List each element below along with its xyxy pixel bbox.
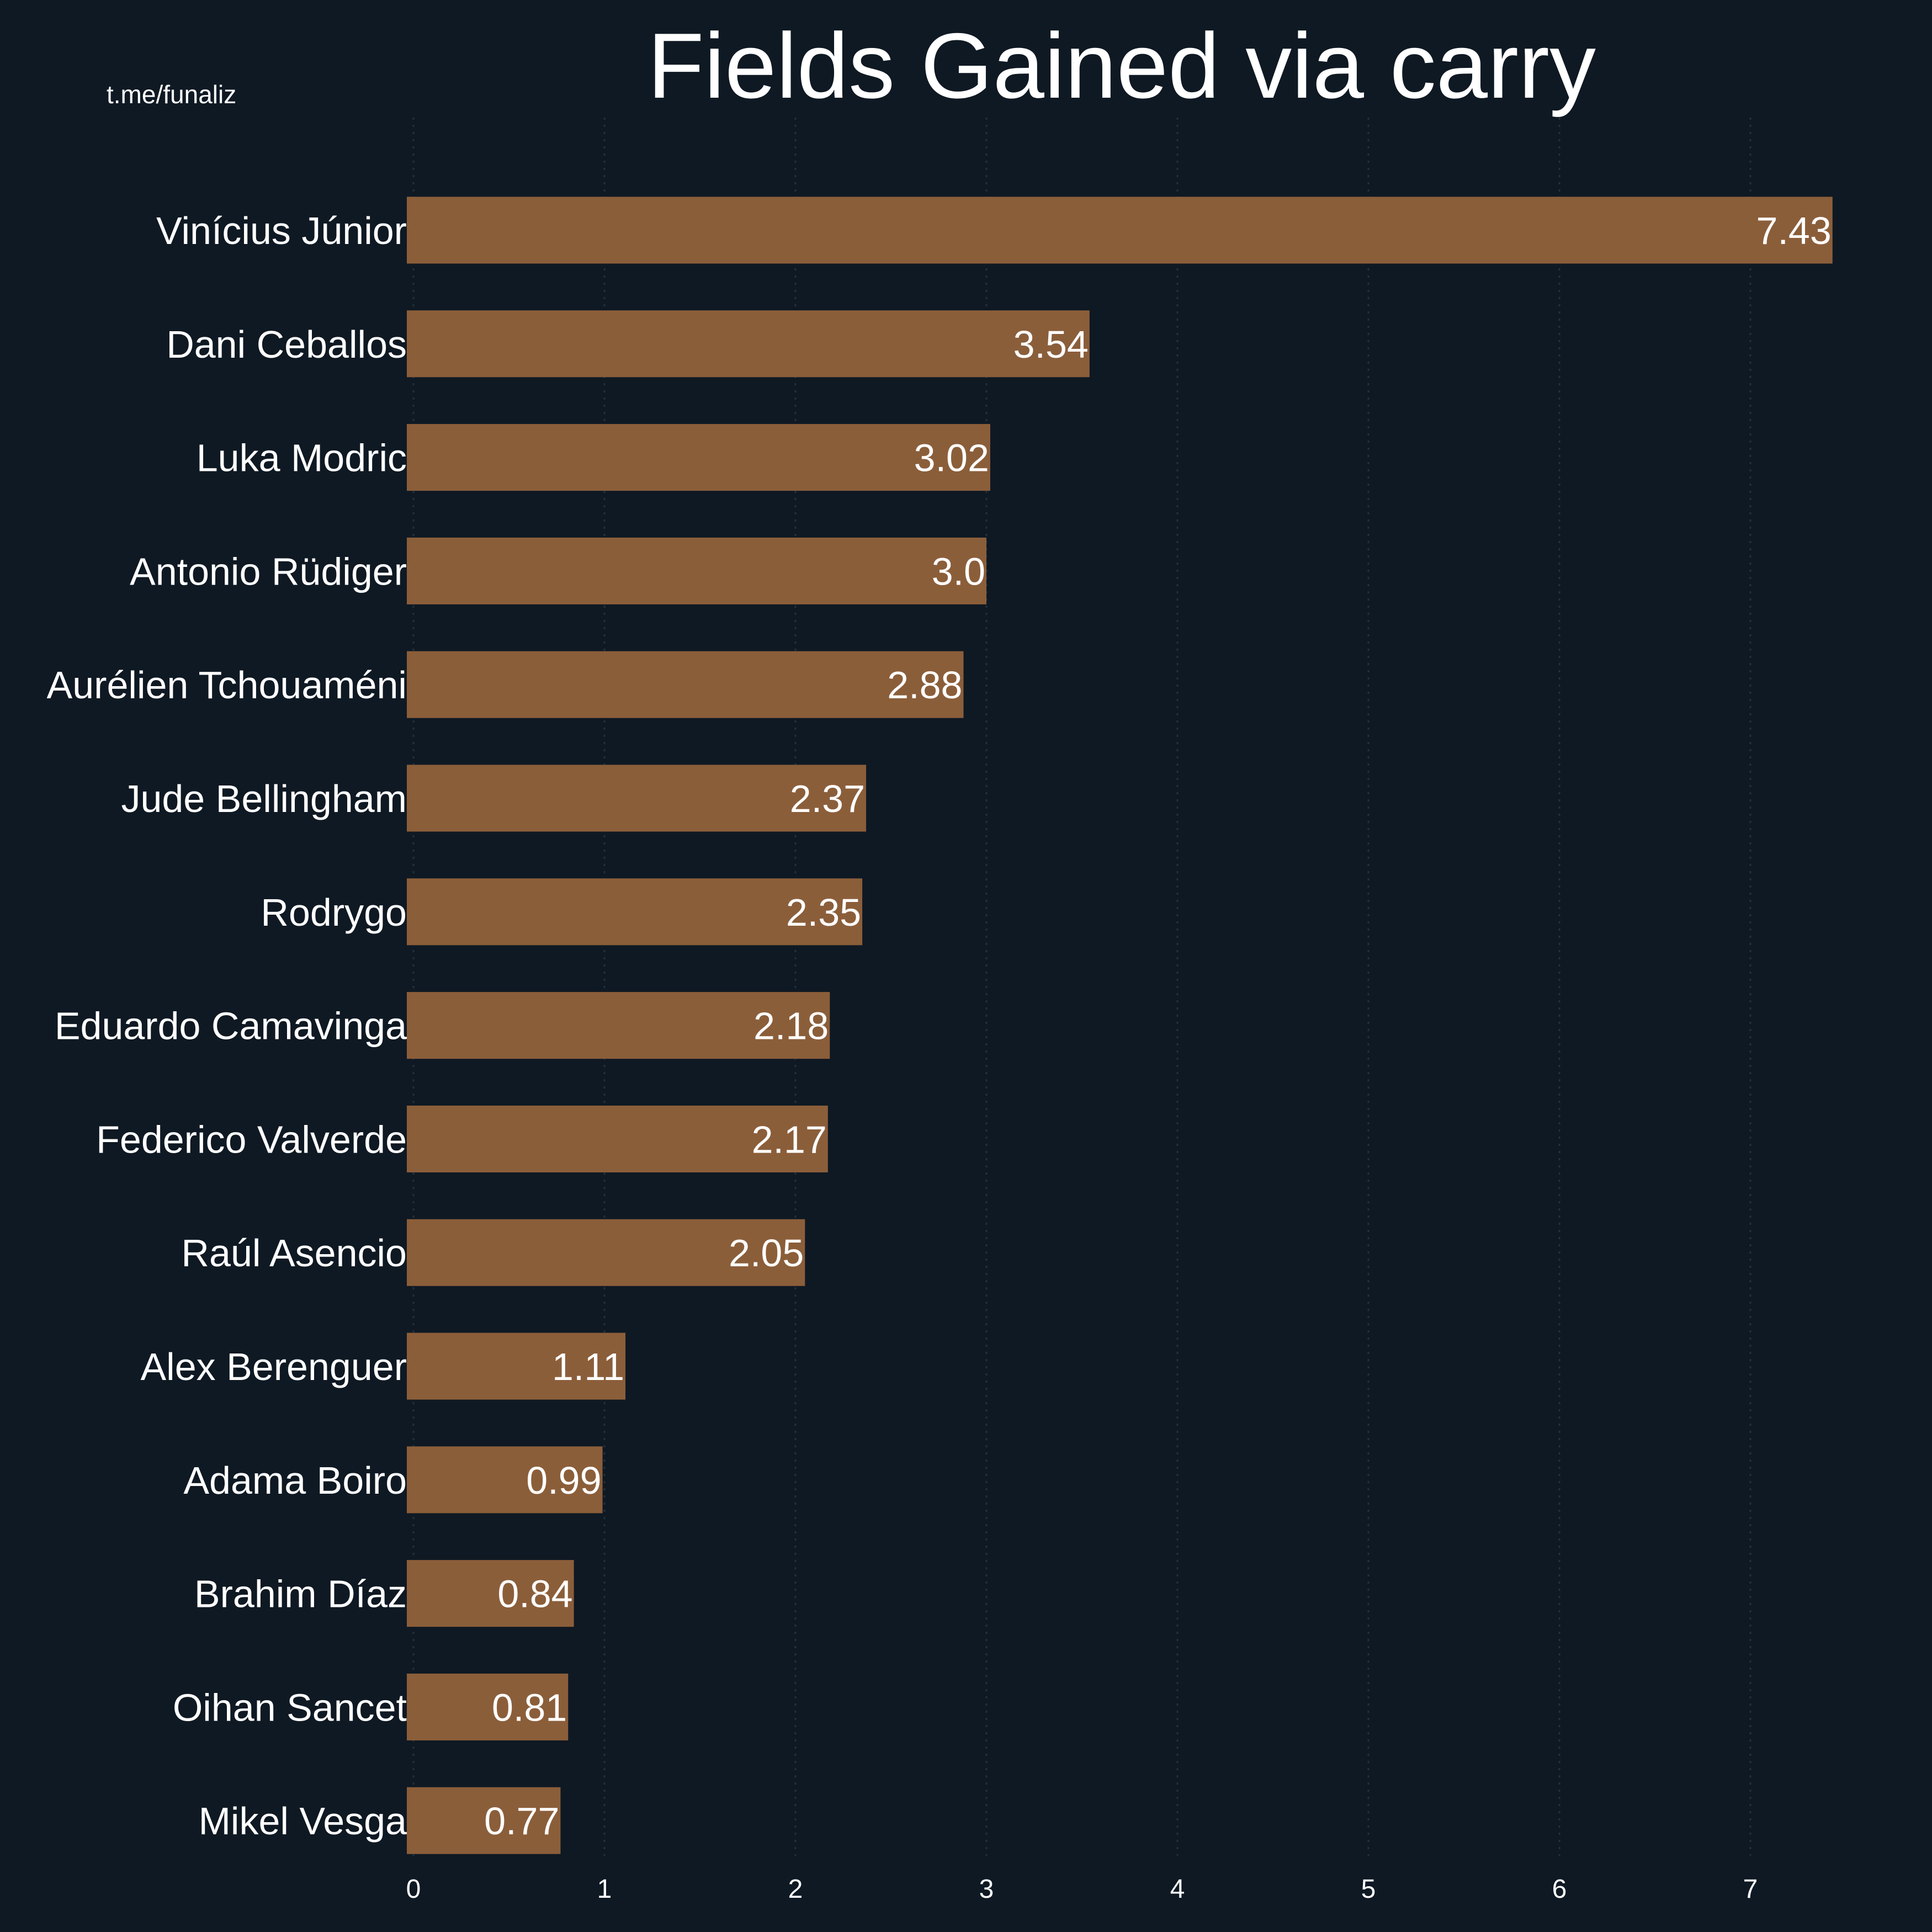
x-tick-label: 0: [406, 1875, 421, 1904]
bar-value-label: 2.17: [752, 1118, 827, 1161]
bar: [407, 1446, 603, 1514]
y-category-label: Raúl Asencio: [181, 1232, 407, 1275]
y-category-label: Vinícius Júnior: [156, 209, 407, 252]
bar-value-label: 0.99: [526, 1459, 601, 1502]
y-category-label: Eduardo Camavinga: [55, 1005, 407, 1048]
bar-value-label: 2.35: [786, 891, 861, 934]
bar-value-label: 2.05: [729, 1232, 804, 1275]
x-tick-label: 1: [597, 1875, 612, 1904]
bar: [407, 1219, 805, 1286]
bar-value-label: 7.43: [1756, 209, 1832, 252]
bars: [407, 197, 1833, 1854]
watermark: t.me/funaliz: [107, 80, 236, 109]
x-tick-label: 5: [1361, 1875, 1376, 1904]
y-category-label: Mikel Vesga: [199, 1800, 407, 1843]
bar-value-label: 3.02: [914, 437, 989, 480]
bar-value-label: 0.81: [492, 1686, 567, 1729]
bar: [407, 537, 986, 604]
bar-value-label: 3.0: [932, 550, 985, 593]
x-tick-label: 6: [1552, 1875, 1567, 1904]
y-category-label: Antonio Rüdiger: [130, 550, 407, 593]
bar: [407, 1105, 828, 1172]
x-tick-label: 4: [1170, 1875, 1185, 1904]
y-category-label: Luka Modric: [197, 437, 407, 480]
gridlines: [412, 118, 1751, 1856]
y-category-label: Aurélien Tchouaméni: [47, 664, 407, 707]
bar: [407, 424, 990, 491]
bar: [407, 651, 964, 718]
bar-value-label: 2.18: [753, 1005, 829, 1048]
value-labels: 7.43 3.54 3.02 3.0 2.88 2.37 2.35 2.18 2.17 2.05 1…: [484, 209, 1832, 1843]
x-tick-label: 7: [1743, 1875, 1758, 1904]
y-category-label: Adama Boiro: [183, 1459, 407, 1502]
x-tick-label: 3: [979, 1875, 994, 1904]
bar: [407, 992, 830, 1059]
bar-value-label: 0.84: [497, 1573, 572, 1616]
y-category-label: Dani Ceballos: [166, 323, 407, 366]
y-category-label: Alex Berenguer: [140, 1345, 407, 1388]
y-category-label: Jude Bellingham: [121, 777, 407, 820]
bar: [407, 1673, 569, 1740]
bar-value-label: 3.54: [1013, 323, 1089, 366]
bar: [407, 765, 867, 832]
bar: [407, 1333, 626, 1400]
y-category-label: Federico Valverde: [96, 1118, 407, 1161]
bar-value-label: 1.11: [552, 1345, 624, 1388]
bar: [407, 1560, 574, 1627]
y-category-label: Brahim Díaz: [194, 1573, 407, 1616]
bar: [407, 878, 863, 946]
x-tick-label: 2: [788, 1875, 803, 1904]
x-axis-ticks: 0 1 2 3 4 5 6 7: [406, 1875, 1758, 1904]
y-category-label: Rodrygo: [261, 891, 407, 934]
bar: [407, 310, 1090, 378]
y-category-label: Oihan Sancet: [173, 1686, 407, 1729]
bar: [407, 1787, 561, 1854]
bar: [407, 197, 1833, 264]
bar-value-label: 2.37: [790, 777, 865, 820]
bar-value-label: 2.88: [887, 664, 962, 707]
bar-value-label: 0.77: [484, 1800, 559, 1843]
chart-title: Fields Gained via carry: [647, 14, 1596, 118]
y-axis-labels: Vinícius Júnior Dani Ceballos Luka Modric A…: [47, 209, 407, 1843]
